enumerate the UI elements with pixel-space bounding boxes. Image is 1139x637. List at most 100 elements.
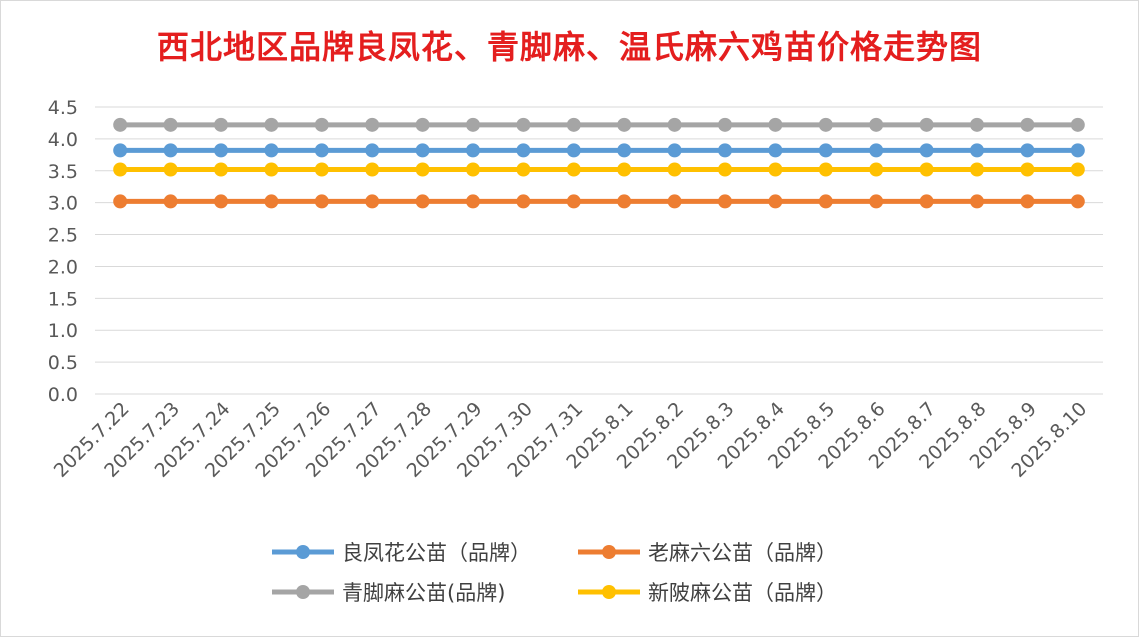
legend-item: 良凤花公苗（品牌） (272, 541, 531, 565)
data-point (264, 194, 279, 209)
data-point (1070, 117, 1085, 132)
legend-marker (602, 585, 616, 599)
data-point (415, 162, 430, 177)
data-point (1070, 194, 1085, 209)
data-point (566, 143, 581, 158)
y-tick-label: 3.0 (48, 193, 78, 215)
data-point (970, 194, 984, 209)
data-point (869, 162, 884, 177)
data-point (314, 117, 329, 132)
data-point (516, 143, 531, 158)
data-point (818, 162, 833, 177)
series-4 (113, 162, 1085, 177)
data-point (314, 143, 329, 158)
data-point (667, 117, 682, 132)
data-point (919, 143, 934, 158)
data-point (214, 162, 228, 177)
data-point (718, 162, 732, 177)
data-point (919, 162, 934, 177)
data-point (869, 194, 884, 209)
data-point (466, 162, 480, 177)
legend-marker (602, 545, 616, 559)
data-point (365, 143, 380, 158)
legend-item: 老麻六公苗（品牌） (578, 541, 837, 565)
data-point (617, 143, 632, 158)
data-point (365, 194, 380, 209)
legend-label: 青脚麻公苗(品牌) (342, 581, 505, 605)
data-point (415, 194, 430, 209)
data-point (113, 162, 128, 177)
data-point (1020, 143, 1035, 158)
data-point (1070, 143, 1085, 158)
series-group (113, 117, 1085, 209)
y-tick-label: 1.5 (48, 288, 78, 310)
data-point (970, 162, 984, 177)
legend: 良凤花公苗（品牌） 老麻六公苗（品牌） 青脚麻公苗(品牌) 新陂麻公苗（品牌） (272, 541, 837, 605)
y-axis-ticks: 0.0 0.5 1.0 1.5 2.0 2.5 3.0 3.5 4.0 4.5 (48, 97, 78, 406)
data-point (768, 162, 783, 177)
data-point (667, 194, 682, 209)
x-axis-ticks: 2025.7.222025.7.232025.7.242025.7.252025… (50, 398, 1092, 482)
data-point (667, 143, 682, 158)
data-point (466, 117, 480, 132)
data-point (718, 143, 732, 158)
data-point (970, 117, 984, 132)
y-tick-label: 0.5 (48, 352, 78, 374)
data-point (264, 162, 279, 177)
data-point (768, 117, 783, 132)
data-point (818, 143, 833, 158)
data-point (113, 143, 128, 158)
legend-label: 老麻六公苗（品牌） (648, 541, 837, 565)
data-point (1070, 162, 1085, 177)
legend-label: 新陂麻公苗（品牌） (648, 581, 837, 605)
chart-title: 西北地区品牌良凤花、青脚麻、温氏麻六鸡苗价格走势图 (156, 28, 982, 66)
data-point (516, 117, 531, 132)
legend-marker (296, 545, 310, 559)
series-1 (113, 143, 1085, 158)
data-point (566, 194, 581, 209)
data-point (1020, 194, 1035, 209)
y-tick-label: 3.5 (48, 161, 78, 183)
data-point (415, 117, 430, 132)
data-point (113, 194, 128, 209)
data-point (214, 194, 228, 209)
legend-item: 青脚麻公苗(品牌) (272, 581, 505, 605)
y-tick-label: 4.5 (48, 97, 78, 119)
data-point (163, 117, 178, 132)
data-point (163, 194, 178, 209)
data-point (516, 194, 531, 209)
data-point (264, 143, 279, 158)
data-point (818, 117, 833, 132)
legend-item: 新陂麻公苗（品牌） (578, 581, 837, 605)
data-point (919, 194, 934, 209)
data-point (214, 117, 228, 132)
series-3 (113, 117, 1085, 132)
data-point (365, 162, 380, 177)
data-point (314, 162, 329, 177)
y-tick-label: 2.0 (48, 256, 78, 278)
data-point (1020, 162, 1035, 177)
data-point (869, 143, 884, 158)
data-point (214, 143, 228, 158)
data-point (264, 117, 279, 132)
data-point (113, 117, 128, 132)
data-point (415, 143, 430, 158)
y-tick-label: 2.5 (48, 225, 78, 247)
data-point (869, 117, 884, 132)
y-tick-label: 1.0 (48, 320, 78, 342)
y-tick-label: 0.0 (48, 384, 78, 406)
data-point (163, 162, 178, 177)
data-point (617, 117, 632, 132)
legend-marker (296, 585, 310, 599)
data-point (516, 162, 531, 177)
data-point (365, 117, 380, 132)
data-point (718, 194, 732, 209)
data-point (466, 194, 480, 209)
data-point (314, 194, 329, 209)
data-point (566, 117, 581, 132)
data-point (919, 117, 934, 132)
y-tick-label: 4.0 (48, 129, 78, 151)
data-point (566, 162, 581, 177)
